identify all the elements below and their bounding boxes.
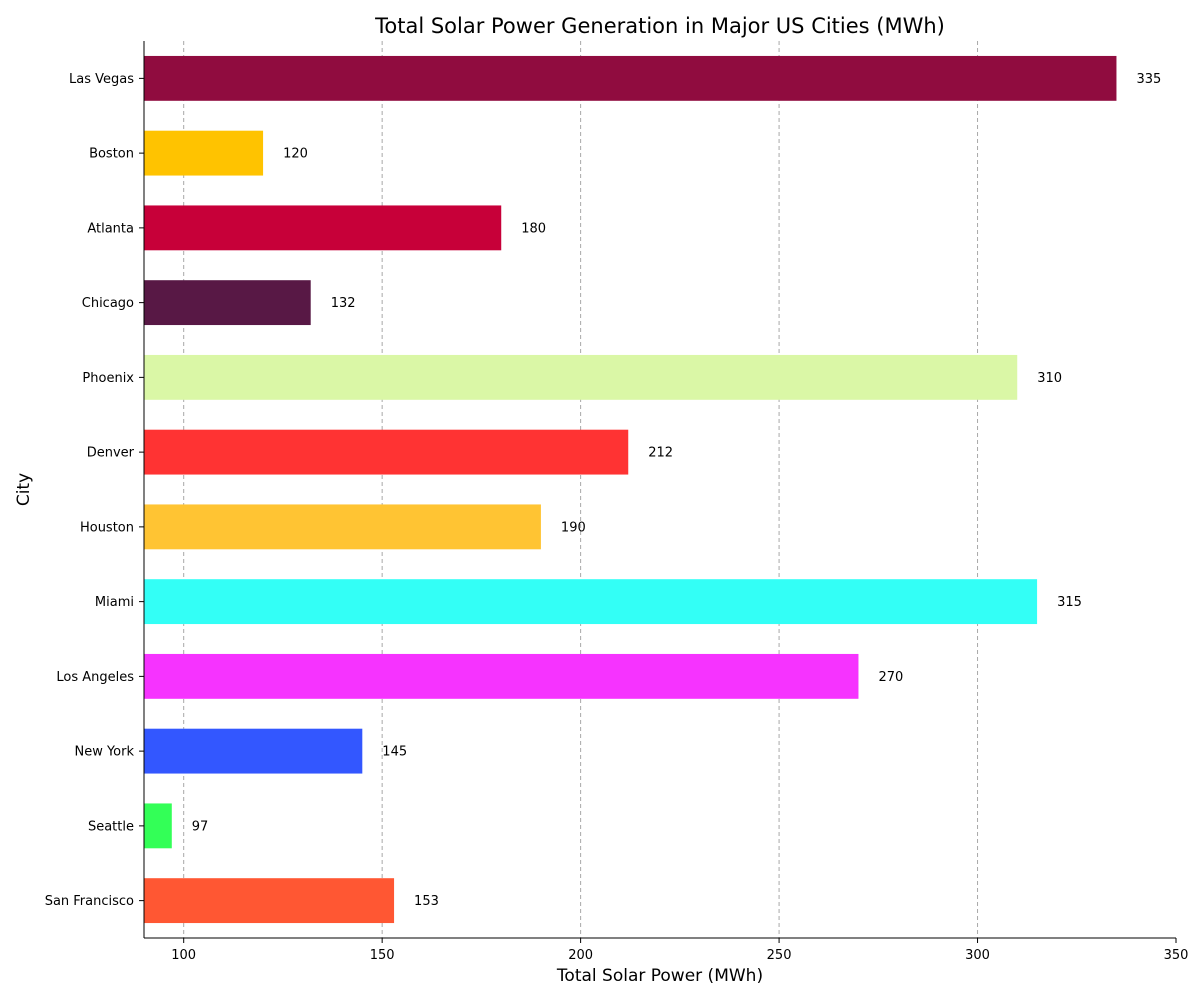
bar-chicago (144, 280, 311, 326)
y-tick-label: Atlanta (87, 221, 134, 236)
y-tick-label: Denver (87, 446, 135, 461)
data-labels: 153 97 145 270 315 190 212 310 132 180 120 335 (192, 72, 1162, 909)
y-tick-label: Los Angeles (56, 670, 134, 685)
data-label: 310 (1037, 371, 1062, 386)
data-label: 145 (382, 745, 407, 760)
bar-seattle (144, 803, 172, 849)
y-axis-ticks: San Francisco Seattle New York Los Angeles M… (45, 72, 144, 909)
bar-miami (144, 579, 1038, 625)
data-label: 270 (878, 670, 903, 685)
y-tick-label: Chicago (82, 296, 134, 311)
y-tick-label: Boston (89, 147, 134, 162)
bar-atlanta (144, 205, 502, 251)
grid-lines (183, 41, 979, 938)
chart-title: Total Solar Power Generation in Major US… (374, 14, 945, 38)
data-label: 97 (192, 819, 209, 834)
data-label: 153 (414, 894, 439, 909)
data-label: 190 (561, 520, 586, 535)
y-tick-label: Miami (95, 595, 134, 610)
bar-phoenix (144, 354, 1018, 400)
data-label: 180 (521, 221, 546, 236)
data-label: 132 (331, 296, 356, 311)
x-tick-label: 200 (568, 948, 593, 963)
bar-los-angeles (144, 653, 859, 699)
x-tick-label: 350 (1164, 948, 1189, 963)
data-label: 212 (648, 446, 673, 461)
data-label: 315 (1057, 595, 1082, 610)
bar-houston (144, 504, 541, 550)
x-tick-label: 300 (965, 948, 990, 963)
data-label: 120 (283, 147, 308, 162)
x-axis-ticks: 100 150 200 250 300 350 (171, 938, 1188, 963)
bar-san-francisco (144, 878, 395, 924)
y-tick-label: Phoenix (82, 371, 134, 386)
y-tick-label: Houston (80, 520, 134, 535)
x-tick-label: 100 (171, 948, 196, 963)
y-tick-label: Seattle (88, 819, 134, 834)
bar-new-york (144, 728, 363, 774)
bars (144, 55, 1117, 924)
y-axis-label: City (14, 473, 34, 506)
x-tick-label: 250 (767, 948, 792, 963)
y-tick-label: Las Vegas (69, 72, 134, 87)
x-tick-label: 150 (370, 948, 395, 963)
bar-las-vegas (144, 55, 1117, 101)
x-axis-label: Total Solar Power (MWh) (556, 966, 763, 986)
bar-denver (144, 429, 629, 475)
data-label: 335 (1136, 72, 1161, 87)
y-tick-label: San Francisco (45, 894, 134, 909)
bar-boston (144, 130, 264, 176)
y-tick-label: New York (74, 745, 134, 760)
